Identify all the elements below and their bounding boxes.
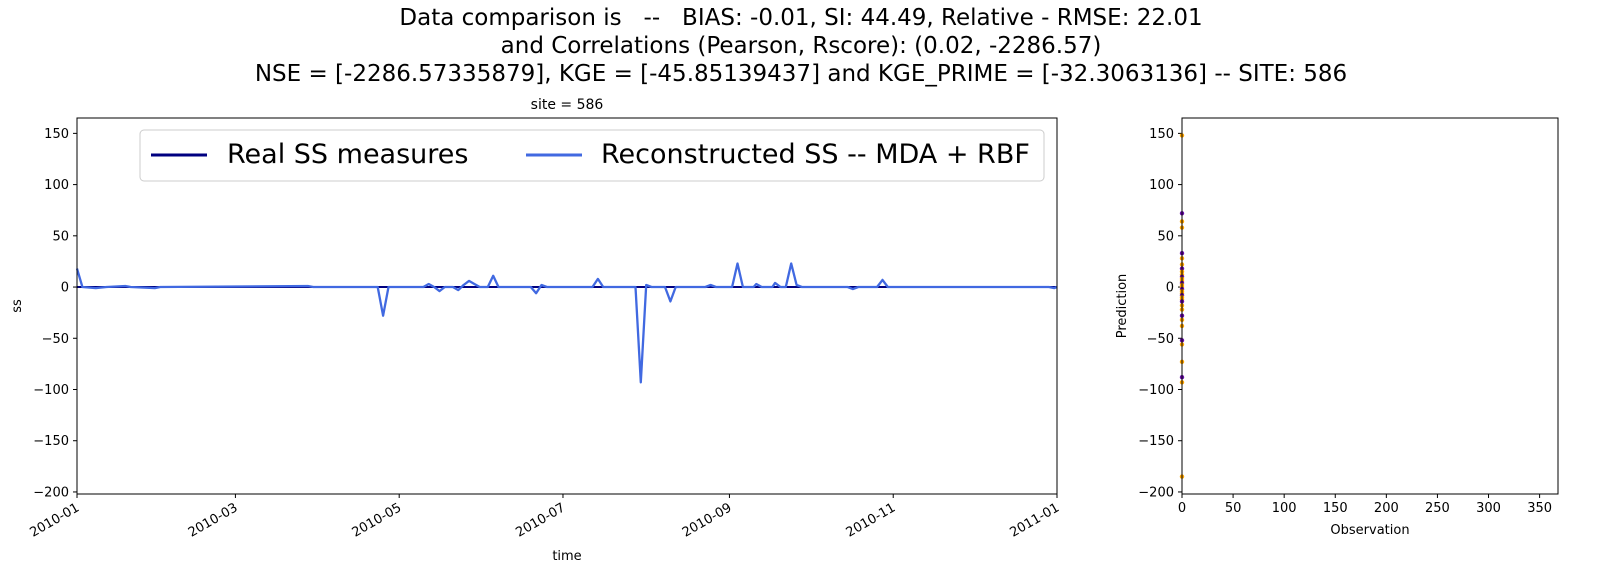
sc-x-tick-label: 100 — [1272, 501, 1297, 516]
sc-y-tick-label: −200 — [1138, 485, 1174, 500]
sc-x-tick-label: 200 — [1374, 501, 1399, 516]
sc-y-tick-label: −150 — [1138, 434, 1174, 449]
sc-x-tick-label: 50 — [1225, 501, 1242, 516]
ts-y-tick-label: 50 — [52, 229, 69, 244]
legend-label-reconstructed: Reconstructed SS -- MDA + RBF — [601, 139, 1030, 170]
sc-x-tick-label: 300 — [1476, 501, 1501, 516]
ts-y-tick-label: 150 — [44, 127, 69, 142]
ts-y-tick-label: −150 — [33, 434, 69, 449]
ts-y-tick-label: −50 — [42, 332, 69, 347]
ts-x-tick-label: 2010-09 — [680, 500, 735, 540]
ts-x-tick-label: 2011-01 — [1007, 500, 1062, 540]
ts-x-tick-label: 2010-11 — [844, 500, 899, 540]
series-line-reconstructed — [75, 262, 1058, 384]
sc-y-tick-label: 50 — [1157, 229, 1174, 244]
sc-y-tick-label: 0 — [1166, 281, 1174, 296]
sc-axes-frame — [1181, 117, 1559, 495]
legend-label-real: Real SS measures — [227, 139, 468, 170]
ts-y-axis-label: ss — [10, 299, 25, 313]
ts-x-tick-label: 2010-07 — [513, 500, 568, 540]
sc-y-tick-label: −50 — [1147, 332, 1174, 347]
ts-x-tick-label: 2010-01 — [27, 500, 82, 540]
sc-x-tick-label: 150 — [1323, 501, 1348, 516]
sc-x-axis-label: Observation — [1330, 523, 1409, 538]
ts-y-tick-label: −100 — [33, 383, 69, 398]
sc-y-tick-label: 100 — [1149, 178, 1174, 193]
ts-y-tick-label: −200 — [33, 485, 69, 500]
sc-y-tick-label: −100 — [1138, 383, 1174, 398]
ts-subplot-title: site = 586 — [531, 97, 604, 113]
legend-box — [139, 129, 1045, 182]
figure-title: Data comparison is -- BIAS: -0.01, SI: 4… — [0, 4, 1602, 88]
sc-y-axis-label: Prediction — [1115, 274, 1130, 339]
sc-x-tick-label: 0 — [1178, 501, 1186, 516]
ts-y-tick-label: 0 — [61, 281, 69, 296]
ts-x-tick-label: 2010-05 — [350, 500, 405, 540]
figure-title-line-1: Data comparison is -- BIAS: -0.01, SI: 4… — [399, 5, 1203, 31]
sc-x-tick-label: 350 — [1527, 501, 1552, 516]
figure-title-line-3: NSE = [-2286.57335879], KGE = [-45.85139… — [254, 61, 1348, 87]
figure-title-line-2: and Correlations (Pearson, Rscore): (0.0… — [500, 33, 1102, 59]
ts-x-axis-label: time — [552, 549, 581, 564]
sc-y-tick-label: 150 — [1149, 127, 1174, 142]
ts-axes-frame — [76, 117, 1058, 495]
sc-x-tick-label: 250 — [1425, 501, 1450, 516]
ts-y-tick-label: 100 — [44, 178, 69, 193]
ts-x-tick-label: 2010-03 — [186, 500, 241, 540]
